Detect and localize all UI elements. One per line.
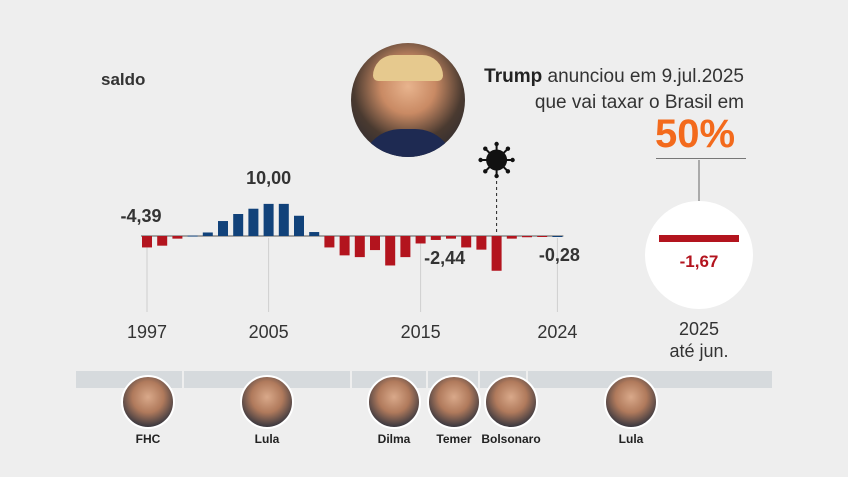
bar-2001 xyxy=(202,232,213,236)
bar-2013 xyxy=(385,236,396,266)
y-axis-label: saldo xyxy=(101,70,146,89)
bar-2002 xyxy=(218,221,228,236)
timeline-separator xyxy=(182,371,184,388)
bar-2012 xyxy=(370,236,380,251)
bar-2021 xyxy=(506,236,517,239)
president-photo xyxy=(484,375,538,429)
period-2025-text: até jun. xyxy=(669,341,729,361)
president-temer: Temer xyxy=(409,375,499,446)
president-dilma: Dilma xyxy=(349,375,439,446)
timeline-separator xyxy=(426,371,428,388)
tariff-percent: 50% xyxy=(654,112,736,156)
bar-2004 xyxy=(248,208,259,236)
x-tick-1997: 1997 xyxy=(127,322,167,342)
president-name: FHC xyxy=(135,432,161,446)
bar-2015 xyxy=(415,236,426,244)
timeline-separator xyxy=(478,371,480,388)
bar-2011 xyxy=(354,236,365,258)
bar-2003 xyxy=(233,214,244,236)
x-tick-2005: 2005 xyxy=(249,322,289,342)
timeline-separator xyxy=(350,371,352,388)
president-photo xyxy=(604,375,658,429)
year-2025-circle xyxy=(645,201,753,309)
data-label-2024: -0,28 xyxy=(539,245,580,265)
president-name: Dilma xyxy=(377,432,411,446)
president-name: Temer xyxy=(436,432,472,446)
bar-1998 xyxy=(157,236,168,246)
bar-2006 xyxy=(278,203,289,236)
bar-2024 xyxy=(552,236,563,237)
president-photo xyxy=(240,375,294,429)
trump-photo xyxy=(351,43,465,157)
president-fhc: FHC xyxy=(103,375,193,446)
bar-1997 xyxy=(142,236,152,248)
bar-2014 xyxy=(400,236,411,258)
percent-underline xyxy=(656,158,746,159)
bar-2005 xyxy=(263,203,274,236)
data-label-2005: 10,00 xyxy=(246,168,291,188)
data-label-1997: -4,39 xyxy=(120,206,161,226)
bar-2022 xyxy=(522,236,532,238)
bar-2018 xyxy=(461,236,472,248)
headline-line1: anunciou em 9.jul.2025 xyxy=(547,66,744,87)
virus-icon xyxy=(478,141,515,179)
year-2025-label: 2025 até jun. xyxy=(646,318,752,362)
bar-2000 xyxy=(187,235,198,237)
president-photo xyxy=(121,375,175,429)
president-name: Lula xyxy=(254,432,280,446)
data-label-2015: -2,44 xyxy=(424,248,465,268)
president-lula: Lula xyxy=(586,375,676,446)
bar-2010 xyxy=(339,236,350,256)
president-name: Lula xyxy=(618,432,644,446)
president-bolsonaro: Bolsonaro xyxy=(466,375,556,446)
bar-2009 xyxy=(324,236,335,248)
president-lula: Lula xyxy=(222,375,312,446)
headline: Trump anunciou em 9.jul.2025 que vai tax… xyxy=(444,64,744,116)
bar-2008 xyxy=(309,232,320,236)
president-photo xyxy=(367,375,421,429)
bar-2007 xyxy=(294,215,304,236)
bar-2019 xyxy=(476,236,487,250)
x-tick-2024: 2024 xyxy=(537,322,577,342)
president-name: Bolsonaro xyxy=(481,432,541,446)
headline-bold: Trump xyxy=(484,66,543,87)
year-2025-text: 2025 xyxy=(678,319,720,339)
bar-2025 xyxy=(659,235,739,242)
bar-2016 xyxy=(430,236,441,240)
value-2025-label: -1,67 xyxy=(679,252,719,271)
bar-1999 xyxy=(172,236,183,239)
bar-2020 xyxy=(491,236,502,271)
x-tick-2015: 2015 xyxy=(401,322,441,342)
president-photo xyxy=(427,375,481,429)
bar-2017 xyxy=(446,236,456,239)
bar-2023 xyxy=(537,236,548,237)
headline-line2: que vai taxar o Brasil em xyxy=(534,92,744,113)
